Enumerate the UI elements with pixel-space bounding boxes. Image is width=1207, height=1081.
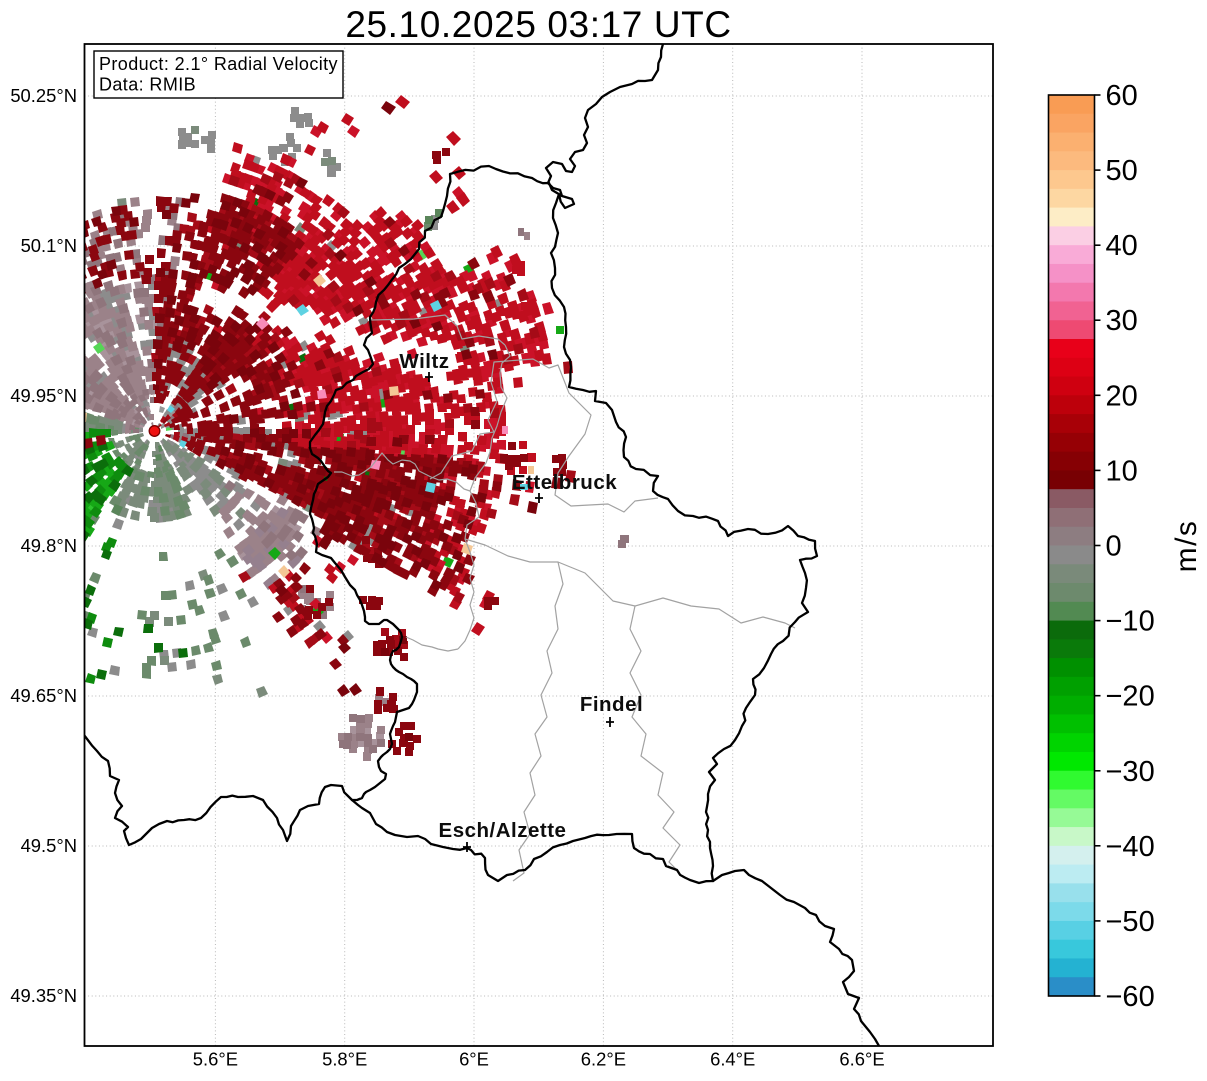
svg-text:6.2°E: 6.2°E: [581, 1049, 626, 1070]
svg-text:10: 10: [1106, 455, 1138, 487]
svg-text:25.10.2025 03:17 UTC: 25.10.2025 03:17 UTC: [345, 4, 731, 45]
svg-text:Ettelbruck: Ettelbruck: [512, 471, 617, 494]
svg-text:−40: −40: [1106, 831, 1155, 863]
svg-text:Findel: Findel: [580, 693, 643, 716]
svg-text:49.65°N: 49.65°N: [10, 685, 77, 706]
svg-text:49.8°N: 49.8°N: [21, 535, 77, 556]
svg-text:6.4°E: 6.4°E: [710, 1049, 755, 1070]
svg-text:0: 0: [1106, 531, 1122, 563]
svg-text:Esch/Alzette: Esch/Alzette: [439, 819, 567, 842]
svg-text:49.5°N: 49.5°N: [21, 835, 77, 856]
svg-text:6°E: 6°E: [459, 1049, 489, 1070]
svg-text:6.6°E: 6.6°E: [839, 1049, 884, 1070]
svg-text:49.95°N: 49.95°N: [10, 385, 77, 406]
svg-text:−60: −60: [1106, 981, 1155, 1013]
svg-text:50.25°N: 50.25°N: [10, 85, 77, 106]
svg-text:Product: 2.1° Radial Velocity: Product: 2.1° Radial Velocity: [99, 54, 338, 74]
svg-text:−20: −20: [1106, 681, 1155, 713]
svg-text:5.8°E: 5.8°E: [322, 1049, 367, 1070]
svg-text:−10: −10: [1106, 606, 1155, 638]
svg-text:m/s: m/s: [1170, 520, 1203, 573]
svg-text:60: 60: [1106, 80, 1138, 112]
svg-text:20: 20: [1106, 380, 1138, 412]
svg-text:5.6°E: 5.6°E: [193, 1049, 238, 1070]
svg-text:40: 40: [1106, 230, 1138, 262]
svg-text:50: 50: [1106, 155, 1138, 187]
svg-text:−50: −50: [1106, 906, 1155, 938]
svg-text:Wiltz: Wiltz: [399, 350, 449, 373]
svg-text:−30: −30: [1106, 756, 1155, 788]
svg-text:Data: RMIB: Data: RMIB: [99, 75, 196, 95]
svg-text:49.35°N: 49.35°N: [10, 985, 77, 1006]
svg-text:50.1°N: 50.1°N: [21, 235, 77, 256]
svg-text:30: 30: [1106, 305, 1138, 337]
